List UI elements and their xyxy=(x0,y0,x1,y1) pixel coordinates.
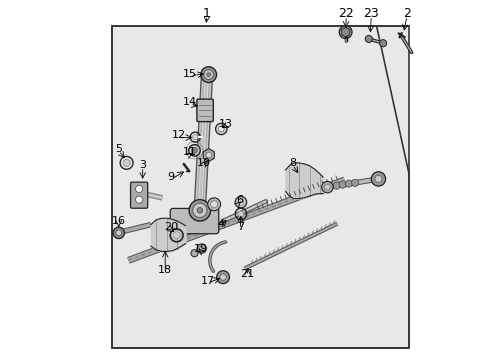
Text: 17: 17 xyxy=(201,276,215,286)
Text: 23: 23 xyxy=(363,8,378,21)
Circle shape xyxy=(192,203,206,217)
Text: 16: 16 xyxy=(112,216,125,226)
Circle shape xyxy=(189,200,210,221)
Circle shape xyxy=(215,123,226,135)
Circle shape xyxy=(197,244,206,253)
Circle shape xyxy=(238,199,244,205)
Text: 13: 13 xyxy=(219,118,232,129)
Circle shape xyxy=(370,172,385,186)
Text: 7: 7 xyxy=(236,222,244,232)
Circle shape xyxy=(113,227,124,239)
Circle shape xyxy=(135,185,142,193)
Text: 15: 15 xyxy=(183,68,197,78)
Circle shape xyxy=(199,247,203,251)
Circle shape xyxy=(197,207,203,213)
Text: 1: 1 xyxy=(203,8,210,21)
Text: 22: 22 xyxy=(338,8,353,21)
Circle shape xyxy=(135,196,142,203)
Text: 2: 2 xyxy=(402,8,410,21)
Text: 18: 18 xyxy=(158,265,172,275)
Text: 5: 5 xyxy=(115,144,122,154)
Text: 14: 14 xyxy=(183,97,197,107)
Circle shape xyxy=(116,230,122,236)
Circle shape xyxy=(173,232,180,239)
Circle shape xyxy=(339,26,351,39)
Text: 19: 19 xyxy=(193,244,207,253)
Circle shape xyxy=(205,152,211,158)
Circle shape xyxy=(123,159,130,166)
FancyBboxPatch shape xyxy=(170,208,218,234)
Circle shape xyxy=(207,198,220,211)
Circle shape xyxy=(203,69,213,80)
Text: 4: 4 xyxy=(217,219,224,229)
Text: 8: 8 xyxy=(288,158,296,168)
Circle shape xyxy=(235,197,246,208)
Circle shape xyxy=(188,145,200,156)
Circle shape xyxy=(201,67,216,82)
Circle shape xyxy=(351,179,358,186)
Polygon shape xyxy=(376,26,408,173)
Circle shape xyxy=(365,35,372,42)
Circle shape xyxy=(190,249,198,257)
Circle shape xyxy=(339,181,346,188)
Circle shape xyxy=(206,73,210,76)
Text: 11: 11 xyxy=(183,147,197,157)
Circle shape xyxy=(345,180,352,187)
Text: 3: 3 xyxy=(139,159,146,170)
Text: 21: 21 xyxy=(240,269,254,279)
Circle shape xyxy=(220,274,226,280)
Polygon shape xyxy=(112,26,408,348)
FancyBboxPatch shape xyxy=(130,182,147,208)
Circle shape xyxy=(218,126,224,132)
Circle shape xyxy=(379,40,386,47)
Circle shape xyxy=(210,201,217,208)
Circle shape xyxy=(192,135,197,140)
Text: 10: 10 xyxy=(196,158,210,168)
Circle shape xyxy=(324,184,329,190)
Text: 20: 20 xyxy=(164,222,178,232)
Circle shape xyxy=(216,271,229,284)
Circle shape xyxy=(332,182,340,189)
Circle shape xyxy=(321,181,332,193)
Text: 6: 6 xyxy=(236,195,243,204)
Circle shape xyxy=(238,211,244,217)
FancyBboxPatch shape xyxy=(197,99,213,122)
Circle shape xyxy=(191,148,197,153)
Circle shape xyxy=(374,175,381,183)
Text: 12: 12 xyxy=(171,130,185,140)
Text: 9: 9 xyxy=(167,172,175,182)
